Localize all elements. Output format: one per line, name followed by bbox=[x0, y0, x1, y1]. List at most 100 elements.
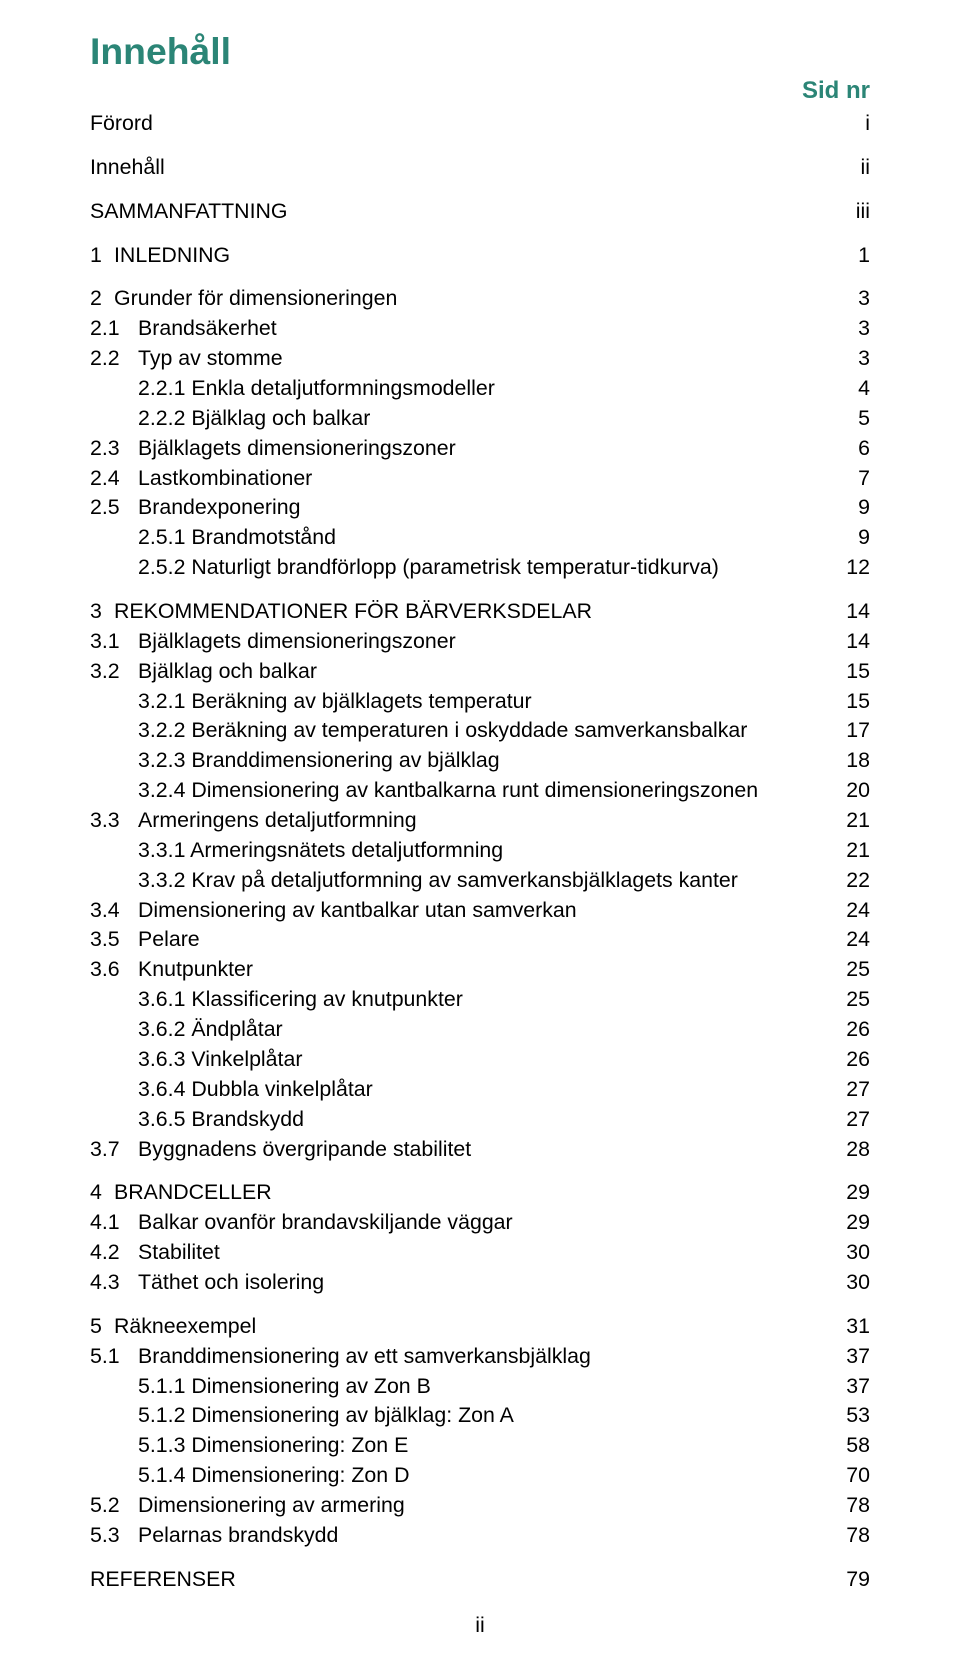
toc-row: 1INLEDNING1 bbox=[90, 241, 870, 271]
toc-label: 2.2.1 Enkla detaljutformningsmodeller bbox=[90, 374, 846, 404]
toc-number: 2.4 bbox=[90, 464, 138, 494]
toc-number: 4 bbox=[90, 1178, 114, 1208]
toc-number: 3 bbox=[90, 597, 114, 627]
toc-row: 3.6.5 Brandskydd27 bbox=[90, 1105, 870, 1135]
toc-page: 24 bbox=[834, 925, 870, 955]
toc-label: 3.1Bjälklagets dimensioneringszoner bbox=[90, 627, 834, 657]
toc-label: 3.6Knutpunkter bbox=[90, 955, 834, 985]
toc-label: 3.6.4 Dubbla vinkelplåtar bbox=[90, 1075, 834, 1105]
toc-label: 2.2.2 Bjälklag och balkar bbox=[90, 404, 846, 434]
toc-number: 3.4 bbox=[90, 896, 138, 926]
toc-page: 3 bbox=[846, 284, 870, 314]
toc-row: 3.6.1 Klassificering av knutpunkter25 bbox=[90, 985, 870, 1015]
toc-row: REFERENSER79 bbox=[90, 1565, 870, 1595]
page-number-footer: ii bbox=[90, 1613, 870, 1638]
toc-row: 3.4Dimensionering av kantbalkar utan sam… bbox=[90, 896, 870, 926]
toc-label: 4BRANDCELLER bbox=[90, 1178, 834, 1208]
toc-page: 12 bbox=[834, 553, 870, 583]
toc-row: 5.3Pelarnas brandskydd78 bbox=[90, 1521, 870, 1551]
toc-label: 1INLEDNING bbox=[90, 241, 846, 271]
toc-page: 37 bbox=[834, 1372, 870, 1402]
toc-row: 3.7Byggnadens övergripande stabilitet 28 bbox=[90, 1135, 870, 1165]
toc-text: Branddimensionering av ett samverkansbjä… bbox=[138, 1342, 591, 1372]
toc-label: 4.2Stabilitet bbox=[90, 1238, 834, 1268]
toc-page: 21 bbox=[834, 836, 870, 866]
toc-page: 3 bbox=[846, 344, 870, 374]
toc-row: 3.3.1 Armeringsnätets detaljutformning21 bbox=[90, 836, 870, 866]
toc-row: 2.5Brandexponering9 bbox=[90, 493, 870, 523]
toc-number: 3.7 bbox=[90, 1135, 138, 1165]
toc-row: 3.1Bjälklagets dimensioneringszoner14 bbox=[90, 627, 870, 657]
toc-label: 2.4Lastkombinationer bbox=[90, 464, 846, 494]
toc-number: 2.5 bbox=[90, 493, 138, 523]
toc-label: 3REKOMMENDATIONER FÖR BÄRVERKSDELAR bbox=[90, 597, 834, 627]
toc-page: 20 bbox=[834, 776, 870, 806]
toc-row: 2.2Typ av stomme3 bbox=[90, 344, 870, 374]
toc-page: 31 bbox=[834, 1312, 870, 1342]
toc-row: 4.2Stabilitet30 bbox=[90, 1238, 870, 1268]
toc-row: 5.1.3 Dimensionering: Zon E58 bbox=[90, 1431, 870, 1461]
toc-text: Dimensionering av kantbalkar utan samver… bbox=[138, 896, 577, 926]
toc-label: 3.6.3 Vinkelplåtar bbox=[90, 1045, 834, 1075]
toc-text: Räkneexempel bbox=[114, 1312, 256, 1342]
toc-page: 26 bbox=[834, 1015, 870, 1045]
toc-row: 3.2.1 Beräkning av bjälklagets temperatu… bbox=[90, 687, 870, 717]
toc-label: 5.2Dimensionering av armering bbox=[90, 1491, 834, 1521]
toc-text: Grunder för dimensioneringen bbox=[114, 284, 397, 314]
toc-label: 2.3Bjälklagets dimensioneringszoner bbox=[90, 434, 846, 464]
toc-number: 3.3 bbox=[90, 806, 138, 836]
toc-label: 3.4Dimensionering av kantbalkar utan sam… bbox=[90, 896, 834, 926]
toc-row: 3.2.2 Beräkning av temperaturen i oskydd… bbox=[90, 716, 870, 746]
toc-text: Knutpunkter bbox=[138, 955, 253, 985]
toc-page: 9 bbox=[846, 493, 870, 523]
toc-row: 4.3Täthet och isolering30 bbox=[90, 1268, 870, 1298]
toc-page: 28 bbox=[834, 1135, 870, 1165]
toc-label: 2.1Brandsäkerhet bbox=[90, 314, 846, 344]
toc-text: Bjälklag och balkar bbox=[138, 657, 317, 687]
toc-page: 29 bbox=[834, 1178, 870, 1208]
toc-label: Innehåll bbox=[90, 153, 849, 183]
toc-row: 5.2Dimensionering av armering78 bbox=[90, 1491, 870, 1521]
sidnr-header: Sid nr bbox=[90, 77, 870, 105]
toc-row: 3.2Bjälklag och balkar15 bbox=[90, 657, 870, 687]
toc-page: 26 bbox=[834, 1045, 870, 1075]
toc-row: 4.1Balkar ovanför brandavskiljande vägga… bbox=[90, 1208, 870, 1238]
toc-page: 79 bbox=[834, 1565, 870, 1595]
toc-page: 14 bbox=[834, 597, 870, 627]
toc-label: 3.2.1 Beräkning av bjälklagets temperatu… bbox=[90, 687, 834, 717]
toc-label: 3.3Armeringens detaljutformning bbox=[90, 806, 834, 836]
toc-page: 6 bbox=[846, 434, 870, 464]
toc-text: Byggnadens övergripande stabilitet bbox=[138, 1135, 471, 1165]
toc-text: Brandsäkerhet bbox=[138, 314, 277, 344]
toc-row: 3.3Armeringens detaljutformning21 bbox=[90, 806, 870, 836]
toc-label: 5.3Pelarnas brandskydd bbox=[90, 1521, 834, 1551]
toc-label: 5.1Branddimensionering av ett samverkans… bbox=[90, 1342, 834, 1372]
toc-page: 24 bbox=[834, 896, 870, 926]
toc-row: 2.2.2 Bjälklag och balkar5 bbox=[90, 404, 870, 434]
toc-number: 3.1 bbox=[90, 627, 138, 657]
toc-page: 78 bbox=[834, 1521, 870, 1551]
toc-row: 5.1.2 Dimensionering av bjälklag: Zon A5… bbox=[90, 1401, 870, 1431]
toc-row: Innehållii bbox=[90, 153, 870, 183]
toc-text: INLEDNING bbox=[114, 241, 230, 271]
toc-label: 3.6.1 Klassificering av knutpunkter bbox=[90, 985, 834, 1015]
toc-page: 58 bbox=[834, 1431, 870, 1461]
toc-page: 53 bbox=[834, 1401, 870, 1431]
toc-page: 30 bbox=[834, 1268, 870, 1298]
toc-number: 2.2 bbox=[90, 344, 138, 374]
toc-number: 3.5 bbox=[90, 925, 138, 955]
toc-text: REKOMMENDATIONER FÖR BÄRVERKSDELAR bbox=[114, 597, 592, 627]
toc-text: Bjälklagets dimensioneringszoner bbox=[138, 627, 456, 657]
toc-page: 1 bbox=[846, 241, 870, 271]
toc-row: 5Räkneexempel31 bbox=[90, 1312, 870, 1342]
toc-label: 4.1Balkar ovanför brandavskiljande vägga… bbox=[90, 1208, 834, 1238]
toc-row: 3.6.3 Vinkelplåtar26 bbox=[90, 1045, 870, 1075]
toc-label: 3.3.2 Krav på detaljutformning av samver… bbox=[90, 866, 834, 896]
toc-label: 5.1.4 Dimensionering: Zon D bbox=[90, 1461, 834, 1491]
toc-page: iii bbox=[844, 197, 870, 227]
toc-row: 5.1.4 Dimensionering: Zon D70 bbox=[90, 1461, 870, 1491]
toc-text: Pelare bbox=[138, 925, 200, 955]
toc-label: 2.5.2 Naturligt brandförlopp (parametris… bbox=[90, 553, 834, 583]
toc-number: 5.1 bbox=[90, 1342, 138, 1372]
toc-label: 2.5Brandexponering bbox=[90, 493, 846, 523]
